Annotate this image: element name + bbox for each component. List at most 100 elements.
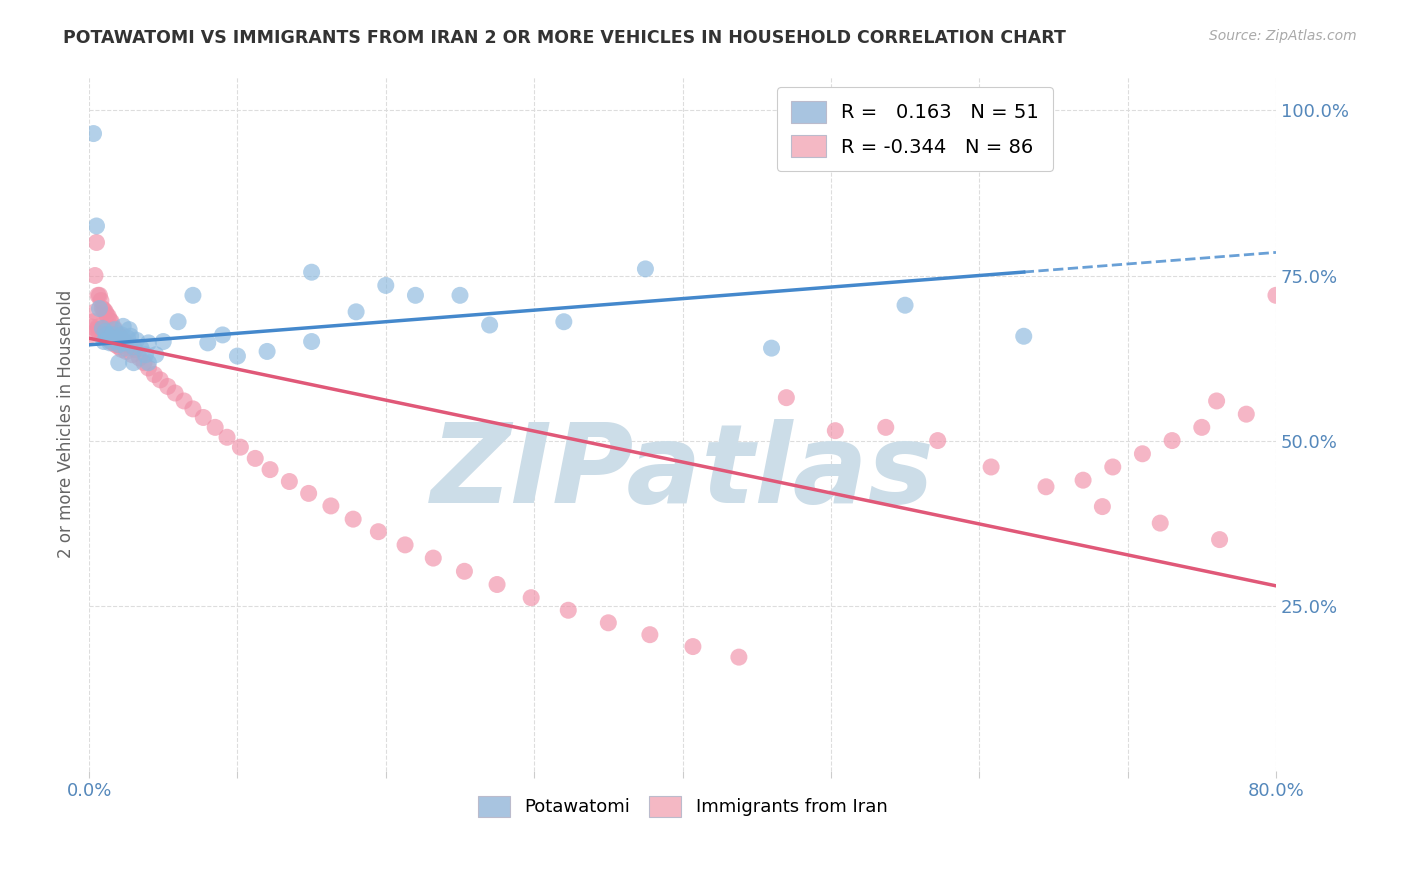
Point <box>104 331 127 345</box>
Point <box>129 341 152 355</box>
Point <box>520 591 543 605</box>
Point <box>132 356 155 370</box>
Point <box>149 373 172 387</box>
Point <box>98 333 121 347</box>
Point <box>110 333 132 347</box>
Point <box>98 313 121 327</box>
Point <box>638 628 661 642</box>
Point <box>80 320 103 334</box>
Point <box>93 327 115 342</box>
Point <box>86 323 108 337</box>
Point <box>114 335 136 350</box>
Point <box>90 323 112 337</box>
Point <box>342 512 364 526</box>
Point <box>1208 533 1230 547</box>
Point <box>256 344 278 359</box>
Text: POTAWATOMI VS IMMIGRANTS FROM IRAN 2 OR MORE VEHICLES IN HOUSEHOLD CORRELATION C: POTAWATOMI VS IMMIGRANTS FROM IRAN 2 OR … <box>63 29 1066 46</box>
Point <box>128 351 150 365</box>
Point <box>122 340 145 354</box>
Point <box>94 329 117 343</box>
Point <box>422 551 444 566</box>
Point <box>775 391 797 405</box>
Point <box>259 462 281 476</box>
Point <box>301 265 323 279</box>
Point <box>91 327 114 342</box>
Point <box>894 298 917 312</box>
Point <box>97 331 120 345</box>
Point <box>193 410 215 425</box>
Point <box>90 293 112 308</box>
Point <box>980 460 1002 475</box>
Point <box>682 640 704 654</box>
Point <box>1091 500 1114 514</box>
Point <box>111 327 134 342</box>
Point <box>138 356 160 370</box>
Point <box>105 334 128 349</box>
Text: Source: ZipAtlas.com: Source: ZipAtlas.com <box>1209 29 1357 43</box>
Point <box>728 650 751 665</box>
Point <box>107 340 129 354</box>
Point <box>115 344 138 359</box>
Point <box>83 127 105 141</box>
Point <box>374 278 396 293</box>
Point <box>165 386 187 401</box>
Point <box>98 335 121 350</box>
Point <box>145 348 167 362</box>
Point <box>79 327 101 342</box>
Point <box>167 315 190 329</box>
Point <box>111 343 134 357</box>
Point <box>124 343 146 357</box>
Point <box>87 320 110 334</box>
Point <box>181 401 204 416</box>
Point <box>101 335 124 350</box>
Point <box>86 219 108 233</box>
Point <box>553 315 575 329</box>
Point <box>118 323 141 337</box>
Point <box>197 335 219 350</box>
Point <box>138 360 160 375</box>
Point <box>394 538 416 552</box>
Point <box>761 341 783 355</box>
Point <box>93 334 115 349</box>
Point <box>1071 473 1094 487</box>
Point <box>107 356 129 370</box>
Point <box>1205 394 1227 409</box>
Point <box>598 615 620 630</box>
Point <box>118 338 141 352</box>
Point <box>122 356 145 370</box>
Point <box>100 315 122 329</box>
Point <box>152 334 174 349</box>
Point <box>1265 288 1288 302</box>
Point <box>117 331 139 345</box>
Point <box>93 302 115 317</box>
Point <box>107 338 129 352</box>
Point <box>301 334 323 349</box>
Point <box>86 235 108 250</box>
Point <box>204 420 226 434</box>
Point <box>105 326 128 341</box>
Point <box>96 327 118 342</box>
Point <box>103 321 125 335</box>
Point <box>478 318 501 332</box>
Point <box>404 288 426 302</box>
Point <box>87 288 110 302</box>
Point <box>96 330 118 344</box>
Point <box>100 334 122 349</box>
Point <box>557 603 579 617</box>
Point <box>319 499 342 513</box>
Point <box>91 321 114 335</box>
Point <box>1101 460 1123 475</box>
Point <box>94 325 117 339</box>
Point <box>449 288 471 302</box>
Legend: Potawatomi, Immigrants from Iran: Potawatomi, Immigrants from Iran <box>471 789 894 824</box>
Point <box>927 434 949 448</box>
Point <box>143 368 166 382</box>
Point <box>89 301 111 316</box>
Point <box>215 430 238 444</box>
Point <box>101 327 124 342</box>
Point <box>83 315 105 329</box>
Point <box>112 333 135 347</box>
Point <box>181 288 204 302</box>
Point <box>97 310 120 324</box>
Point <box>1191 420 1213 434</box>
